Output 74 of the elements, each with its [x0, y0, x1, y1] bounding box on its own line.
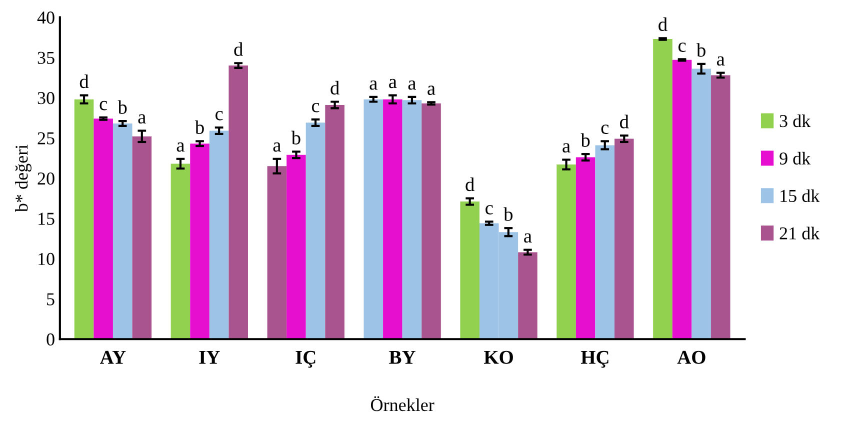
data-label: a — [370, 80, 378, 90]
data-label: c — [678, 42, 686, 52]
data-label: a — [389, 78, 397, 88]
bar — [402, 100, 422, 340]
bar — [460, 202, 480, 340]
bar — [653, 39, 672, 340]
bar — [518, 252, 538, 340]
y-tick-label: 25 — [38, 132, 54, 144]
y-tick-label: 35 — [38, 52, 54, 64]
y-tick-label: 40 — [37, 12, 54, 24]
data-label: a — [524, 233, 532, 243]
x-tick-label: BY — [389, 350, 416, 364]
data-label: b — [696, 43, 706, 57]
y-tick-label: 5 — [47, 293, 54, 306]
data-label: a — [562, 143, 570, 153]
y-tick-label: 10 — [38, 252, 54, 266]
bar — [692, 68, 711, 340]
data-label: d — [234, 42, 243, 56]
data-label: c — [601, 124, 609, 134]
bar — [614, 138, 634, 340]
bar — [190, 144, 210, 340]
x-tick-label: HÇ — [580, 350, 608, 368]
bar — [325, 104, 344, 340]
bar — [306, 122, 326, 340]
y-axis-title: b* değeri — [15, 144, 32, 212]
data-label: d — [80, 74, 89, 88]
x-tick-label: AY — [100, 350, 126, 364]
legend-label: 9 dk — [780, 152, 811, 165]
y-tick-label: 30 — [38, 92, 54, 104]
data-label: b — [580, 133, 590, 147]
data-label: b — [194, 120, 204, 134]
bar — [112, 123, 132, 340]
bar — [422, 103, 441, 340]
bar — [595, 145, 615, 340]
bar — [209, 130, 229, 340]
x-tick-label: IY — [199, 350, 220, 364]
data-label: a — [716, 56, 725, 66]
data-label: d — [620, 114, 629, 128]
bar — [228, 66, 248, 340]
x-tick-label: AO — [677, 350, 706, 364]
x-tick-label: KO — [484, 350, 513, 364]
data-label: d — [658, 17, 668, 32]
bar — [132, 136, 152, 340]
y-tick-label: 0 — [46, 333, 54, 346]
data-label: c — [215, 110, 223, 120]
bar — [576, 157, 596, 340]
data-label: d — [330, 80, 340, 95]
data-label: a — [273, 142, 281, 152]
data-label: a — [408, 80, 416, 90]
bar — [170, 164, 190, 340]
legend-label: 3 dk — [780, 114, 811, 128]
bar — [556, 164, 576, 340]
data-label: b — [118, 100, 127, 114]
bar — [383, 99, 402, 340]
data-label: c — [486, 205, 493, 214]
data-label: c — [312, 102, 320, 112]
x-tick-label: IÇ — [296, 350, 316, 368]
legend-label: 21 dk — [780, 226, 820, 240]
x-axis-title: Örnekler — [370, 396, 434, 412]
bar — [672, 60, 692, 340]
bar — [94, 118, 113, 340]
data-label: a — [138, 114, 146, 124]
data-label: a — [428, 86, 436, 95]
y-tick-label: 15 — [38, 212, 54, 225]
data-label: b — [504, 207, 513, 221]
data-label: b — [291, 130, 300, 144]
bar — [286, 154, 306, 340]
legend-label: 15 dk — [780, 189, 820, 202]
bar — [710, 75, 730, 340]
data-label: d — [466, 177, 474, 192]
y-tick-label: 20 — [38, 172, 54, 185]
data-label: c — [100, 100, 108, 110]
data-label: a — [176, 142, 185, 152]
bar — [74, 99, 94, 340]
